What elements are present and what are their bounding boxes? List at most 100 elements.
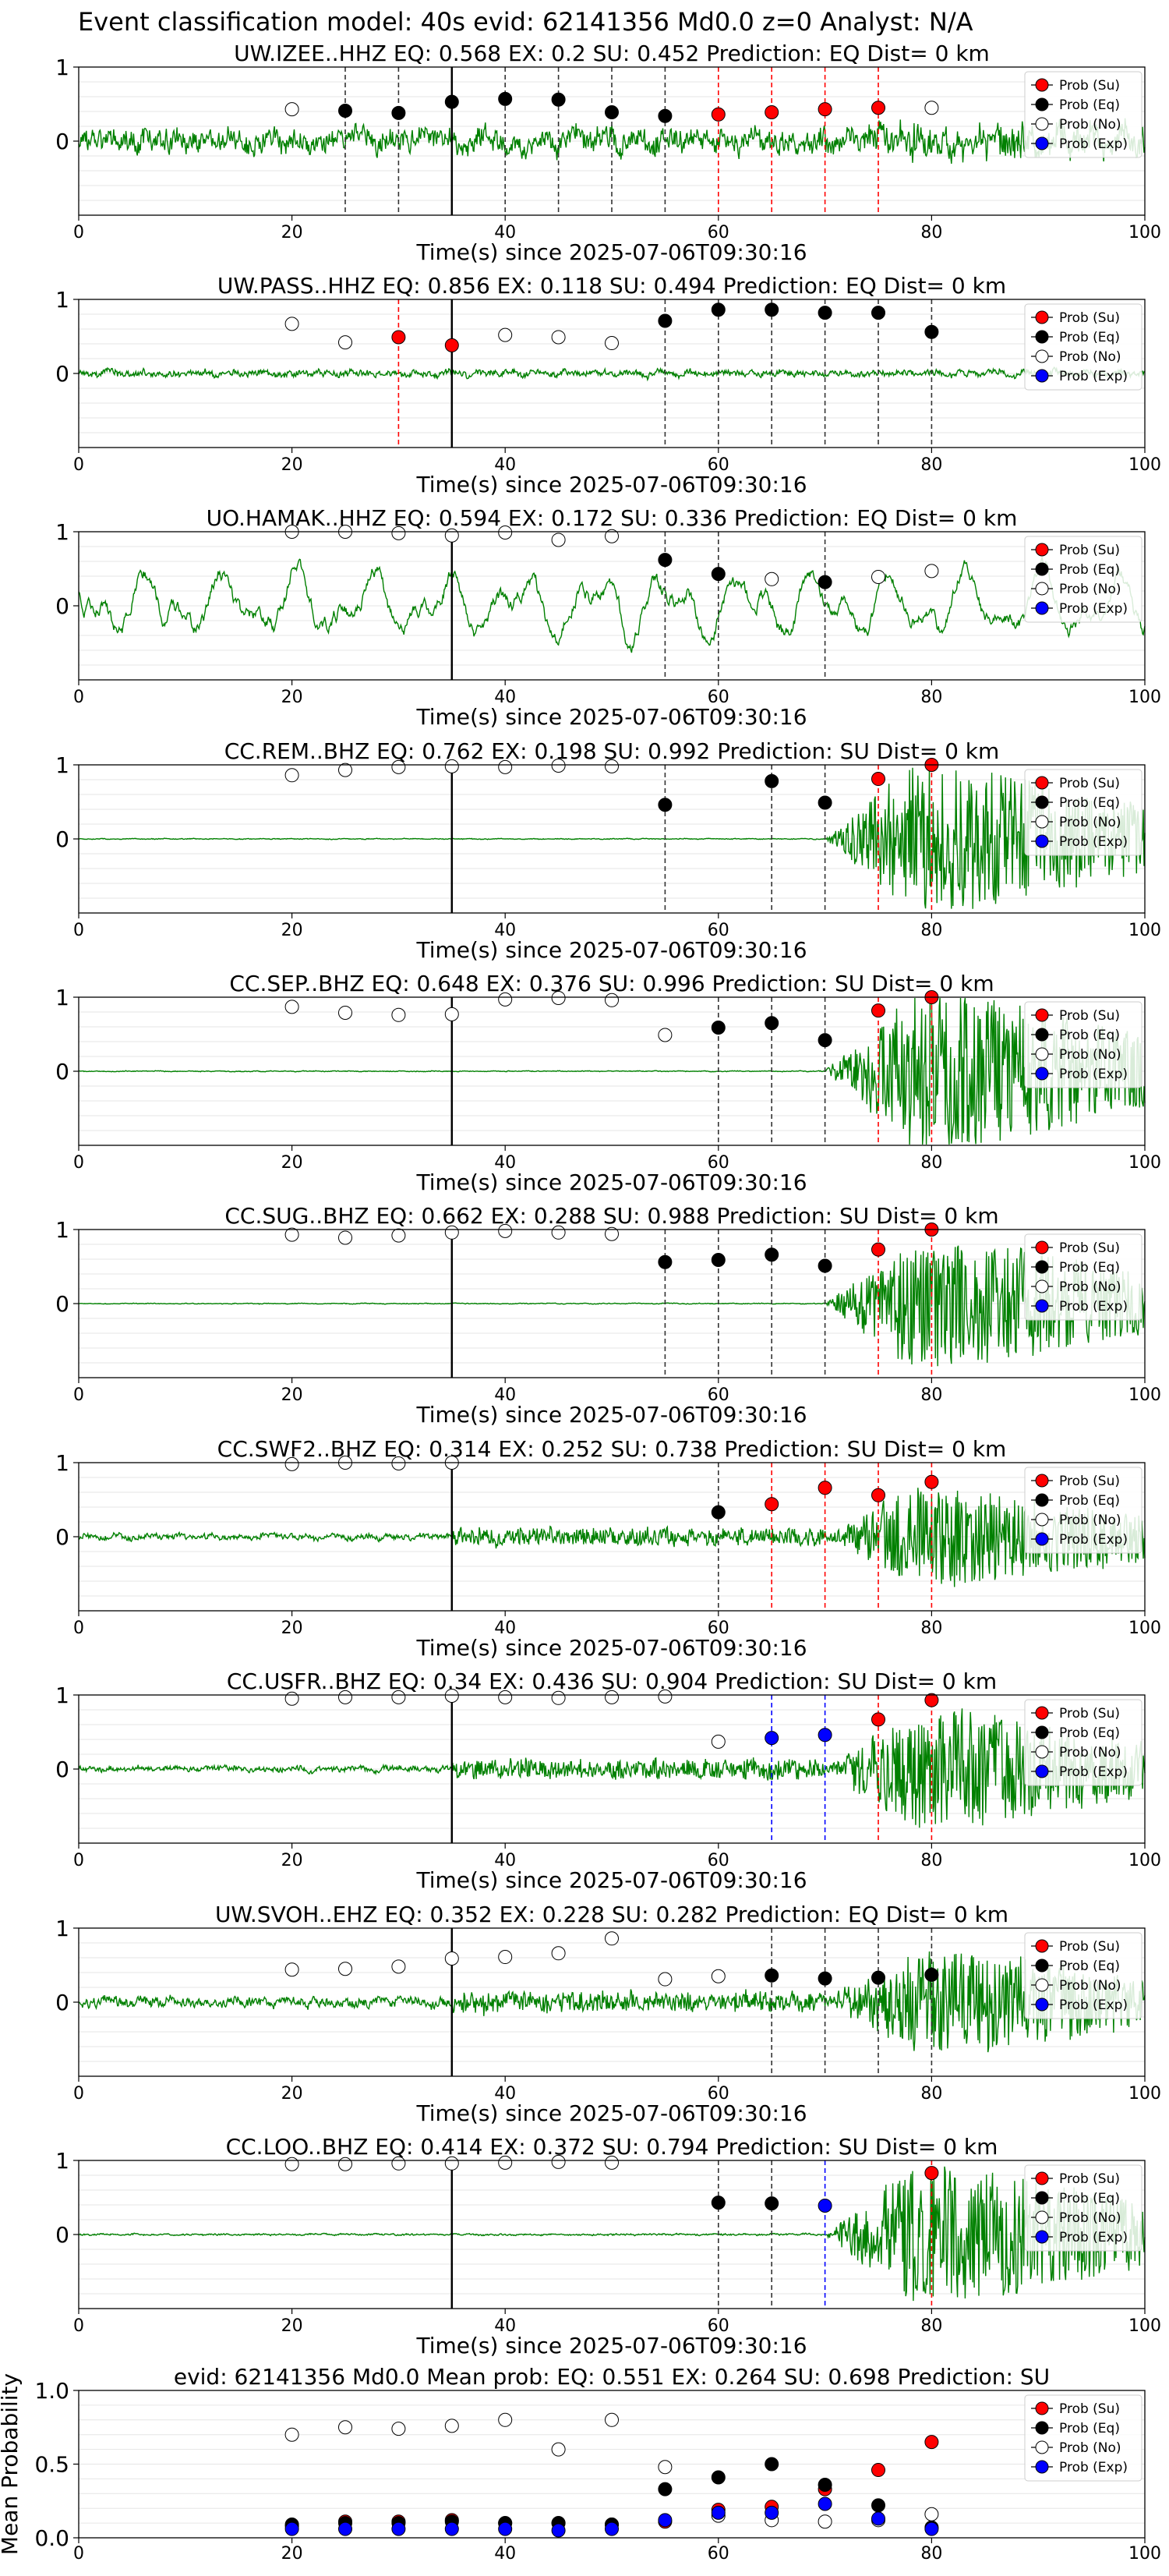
x-tick-label: 60	[708, 455, 729, 475]
probability-point	[818, 102, 832, 117]
x-axis-label: Time(s) since 2025-07-06T09:30:16	[415, 472, 807, 497]
panel-title: UW.IZEE..HHZ EQ: 0.568 EX: 0.2 SU: 0.452…	[234, 41, 990, 66]
legend-label: Prob (No)	[1059, 2440, 1121, 2456]
probability-point	[871, 772, 885, 787]
probability-point	[765, 571, 779, 586]
legend-marker	[1035, 1493, 1049, 1507]
legend-box	[1024, 71, 1143, 158]
panel-title: CC.LOO..BHZ EQ: 0.414 EX: 0.372 SU: 0.79…	[226, 2134, 998, 2160]
probability-point	[658, 1689, 673, 1704]
x-tick-label: 100	[1128, 921, 1161, 940]
legend-marker	[1035, 310, 1049, 324]
probability-point	[765, 1247, 779, 1262]
legend-box	[1024, 1233, 1143, 1321]
mean-prob-point	[924, 2507, 939, 2521]
legend-marker	[1035, 1240, 1049, 1254]
mean-prob-point	[871, 2498, 885, 2513]
y-tick-label: 0	[55, 2222, 69, 2248]
legend-label: Prob (Eq)	[1059, 97, 1120, 113]
legend-marker	[1035, 601, 1049, 615]
probability-point	[871, 1242, 885, 1257]
x-tick-label: 0	[73, 1619, 84, 1638]
probability-point	[924, 2166, 939, 2181]
waveform-trace	[79, 996, 1146, 1145]
legend-marker	[1035, 2401, 1049, 2415]
legend-label: Prob (Eq)	[1059, 330, 1120, 345]
legend-marker	[1035, 1997, 1049, 2012]
station-panel: UW.IZEE..HHZ EQ: 0.568 EX: 0.2 SU: 0.452…	[55, 41, 1161, 265]
legend-marker	[1035, 795, 1049, 809]
x-tick-label: 0	[73, 688, 84, 707]
panel-title: UW.PASS..HHZ EQ: 0.856 EX: 0.118 SU: 0.4…	[217, 273, 1006, 299]
x-tick-label: 100	[1128, 1851, 1161, 1870]
legend-marker	[1035, 2230, 1049, 2244]
station-panel: CC.SUG..BHZ EQ: 0.662 EX: 0.288 SU: 0.98…	[55, 1203, 1161, 1428]
probability-point	[498, 91, 513, 106]
legend-label: Prob (Eq)	[1059, 1493, 1120, 1509]
mean-prob-point	[338, 2420, 352, 2435]
legend-label: Prob (Su)	[1059, 1240, 1120, 1256]
probability-point	[391, 1690, 406, 1704]
waveform-trace	[78, 557, 1146, 653]
station-panel: CC.SEP..BHZ EQ: 0.648 EX: 0.376 SU: 0.99…	[55, 971, 1161, 1195]
x-tick-label: 40	[494, 1851, 516, 1870]
probability-point	[818, 306, 832, 320]
x-tick-label: 20	[281, 1851, 303, 1870]
probability-point	[444, 338, 459, 352]
mean-prob-point	[284, 2521, 299, 2536]
legend-label: Prob (Su)	[1059, 1706, 1120, 1721]
legend-marker	[1035, 330, 1049, 344]
legend-marker	[1035, 2440, 1049, 2454]
x-tick-label: 60	[708, 2084, 729, 2104]
probability-point	[551, 990, 566, 1005]
legend-marker	[1035, 1978, 1049, 1992]
probability-point	[711, 1734, 726, 1749]
station-panel: UW.SVOH..EHZ EQ: 0.352 EX: 0.228 SU: 0.2…	[55, 1902, 1161, 2126]
legend-marker	[1035, 1745, 1049, 1759]
legend-box	[1024, 2164, 1143, 2252]
probability-point	[711, 1252, 726, 1267]
probability-point	[444, 1951, 459, 1966]
legend-marker	[1035, 2171, 1049, 2185]
probability-point	[658, 798, 673, 812]
x-tick-label: 0	[73, 2316, 84, 2336]
mean-prob-point	[658, 2460, 673, 2475]
y-tick-label: 0	[55, 1524, 69, 1550]
probability-point	[444, 1688, 459, 1703]
probability-point	[818, 1258, 832, 1273]
probability-point	[924, 1693, 939, 1707]
x-tick-label: 20	[281, 223, 303, 242]
x-tick-label: 0	[73, 921, 84, 940]
probability-point	[391, 330, 406, 345]
y-tick-label: 1	[55, 1217, 69, 1243]
x-axis-label: Time(s) since 2025-07-06T09:30:16	[415, 1635, 807, 1661]
probability-point	[391, 1456, 406, 1470]
probability-point	[284, 317, 299, 331]
mean-prob-point	[658, 2482, 673, 2496]
probability-point	[605, 1226, 619, 1241]
y-tick-label: 1	[55, 1450, 69, 1476]
probability-point	[711, 1020, 726, 1035]
probability-point	[338, 1230, 352, 1245]
probability-point	[818, 1971, 832, 1986]
y-tick-label: 0.5	[34, 2452, 69, 2478]
waveform-trace	[78, 2166, 1146, 2302]
legend-marker	[1035, 2191, 1049, 2205]
probability-point	[871, 569, 885, 584]
mean-prob-point	[391, 2422, 406, 2436]
probability-point	[605, 993, 619, 1007]
x-tick-label: 100	[1128, 455, 1161, 475]
x-tick-label: 100	[1128, 2084, 1161, 2104]
x-tick-label: 60	[708, 223, 729, 242]
probability-point	[498, 327, 513, 342]
mean-prob-point	[711, 2505, 726, 2520]
legend-label: Prob (Su)	[1059, 776, 1120, 791]
probability-point	[444, 94, 459, 109]
legend-label: Prob (Exp)	[1059, 1299, 1128, 1315]
x-tick-label: 80	[920, 2316, 942, 2336]
x-axis-label: Time(s) since 2025-07-06T09:30:16	[415, 937, 807, 963]
legend-marker	[1035, 1008, 1049, 1022]
x-tick-label: 0	[73, 455, 84, 475]
legend-marker	[1035, 1474, 1049, 1488]
probability-point	[444, 2156, 459, 2171]
